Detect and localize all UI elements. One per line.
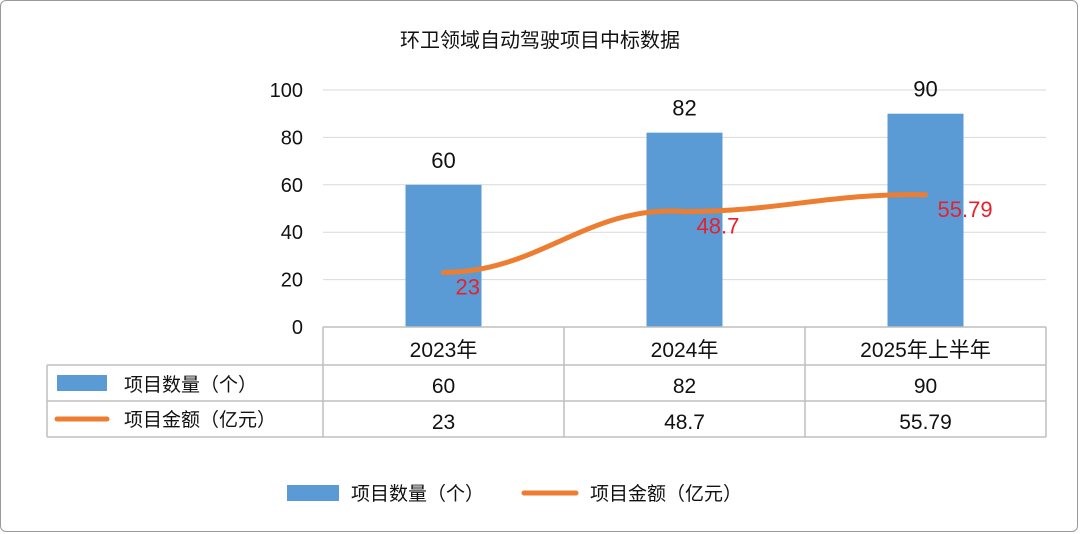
x-category-label: 2025年上半年 bbox=[860, 339, 991, 362]
x-category-label: 2023年 bbox=[410, 339, 478, 362]
bar bbox=[405, 184, 482, 327]
bar-data-label: 90 bbox=[913, 77, 937, 102]
line-series bbox=[441, 192, 928, 275]
table-cell: 90 bbox=[914, 375, 937, 398]
legend-label: 项目金额（亿元） bbox=[590, 483, 742, 505]
y-tick-label: 60 bbox=[281, 175, 303, 197]
table-bar-key bbox=[57, 375, 107, 391]
bar bbox=[887, 113, 964, 327]
y-tick-label: 40 bbox=[281, 222, 303, 244]
chart-title: 环卫领域自动驾驶项目中标数据 bbox=[400, 28, 680, 52]
y-tick-label: 80 bbox=[281, 127, 303, 149]
bar-data-label: 60 bbox=[431, 148, 455, 173]
bar-data-label: 82 bbox=[672, 96, 696, 121]
table-cell: 23 bbox=[432, 411, 455, 434]
legend-bar-swatch bbox=[287, 485, 339, 501]
table-cell: 82 bbox=[673, 375, 696, 398]
table-cell: 48.7 bbox=[664, 411, 705, 434]
line-data-label: 55.79 bbox=[938, 197, 993, 222]
line-data-label: 48.7 bbox=[697, 214, 740, 239]
bar bbox=[646, 132, 723, 327]
table-cell: 55.79 bbox=[899, 411, 952, 434]
y-tick-label: 100 bbox=[270, 80, 303, 102]
table-row-header: 项目数量（个） bbox=[124, 374, 257, 396]
legend-label: 项目数量（个） bbox=[351, 483, 484, 505]
y-tick-label: 20 bbox=[281, 270, 303, 292]
table-cell: 60 bbox=[432, 375, 455, 398]
x-category-label: 2024年 bbox=[651, 339, 719, 362]
line-data-label: 23 bbox=[456, 274, 480, 299]
table-row-header: 项目金额（亿元） bbox=[124, 409, 276, 431]
y-tick-label: 0 bbox=[292, 317, 303, 339]
